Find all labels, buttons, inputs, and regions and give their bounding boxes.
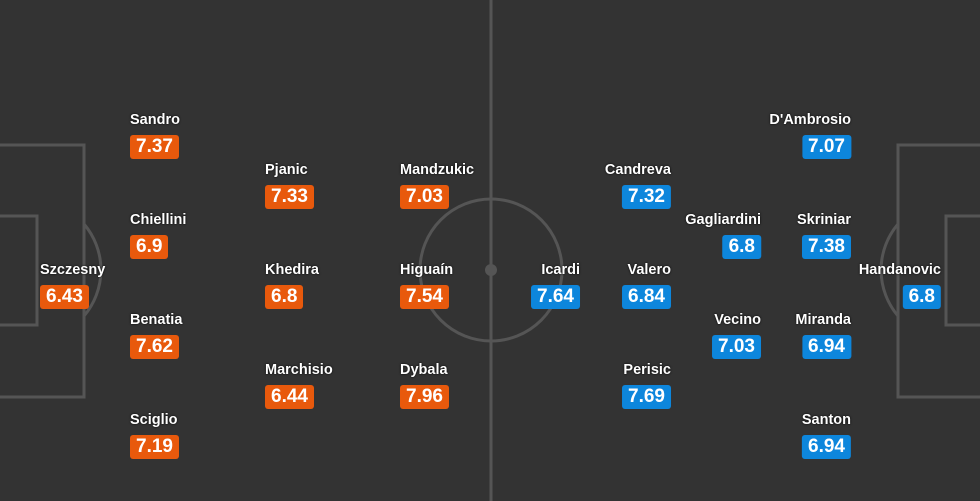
rating-badge: 7.62	[130, 335, 179, 359]
player-home[interactable]: Sandro 7.37	[130, 112, 180, 159]
player-home[interactable]: Mandzukic 7.03	[400, 162, 474, 209]
rating-badge: 6.8	[902, 285, 941, 309]
player-name: Miranda	[795, 312, 851, 328]
player-name: Handanovic	[858, 262, 941, 278]
player-name: Mandzukic	[400, 162, 475, 178]
player-name: Valero	[627, 262, 671, 278]
player-name: Sciglio	[130, 412, 178, 428]
rating-badge: 7.03	[400, 185, 449, 209]
player-name: Candreva	[604, 162, 671, 178]
player-away[interactable]: Valero 6.84	[622, 262, 671, 309]
player-away[interactable]: Santon 6.94	[802, 412, 851, 459]
player-home[interactable]: Benatia 7.62	[130, 312, 182, 359]
left-penalty-box	[0, 143, 86, 399]
right-goal-area	[944, 214, 980, 327]
player-away[interactable]: Candreva 7.32	[605, 162, 671, 209]
player-name: Perisic	[623, 362, 671, 378]
left-penalty-arc	[82, 223, 103, 317]
player-away[interactable]: Gagliardini 6.8	[685, 212, 761, 259]
rating-badge: 6.84	[622, 285, 671, 309]
center-spot	[485, 264, 497, 276]
player-home[interactable]: Sciglio 7.19	[130, 412, 179, 459]
rating-badge: 6.8	[722, 235, 761, 259]
player-name: Marchisio	[265, 362, 333, 378]
rating-badge: 7.64	[531, 285, 580, 309]
player-home[interactable]: Dybala 7.96	[400, 362, 449, 409]
left-goal-area	[0, 214, 39, 327]
rating-badge: 7.54	[400, 285, 449, 309]
center-circle	[418, 197, 564, 343]
player-name: Pjanic	[265, 162, 308, 178]
player-name: Higuaín	[400, 262, 454, 278]
player-name: Khedira	[265, 262, 319, 278]
player-name: Icardi	[541, 262, 580, 278]
rating-badge: 7.69	[622, 385, 671, 409]
right-penalty-box	[896, 143, 980, 399]
right-penalty-arc	[879, 223, 900, 317]
player-home[interactable]: Marchisio 6.44	[265, 362, 333, 409]
player-name: Chiellini	[130, 212, 187, 228]
player-home[interactable]: Pjanic 7.33	[265, 162, 314, 209]
rating-badge: 6.8	[265, 285, 304, 309]
player-name: Santon	[801, 412, 851, 428]
rating-badge: 6.43	[40, 285, 89, 309]
player-name: Szczesny	[40, 262, 106, 278]
rating-badge: 7.38	[802, 235, 851, 259]
rating-badge: 7.96	[400, 385, 449, 409]
player-away[interactable]: Perisic 7.69	[622, 362, 671, 409]
player-name: Sandro	[130, 112, 180, 128]
player-away[interactable]: Vecino 7.03	[712, 312, 761, 359]
player-name: Vecino	[714, 312, 761, 328]
rating-badge: 7.32	[622, 185, 671, 209]
player-away[interactable]: Miranda 6.94	[795, 312, 851, 359]
rating-badge: 7.37	[130, 135, 179, 159]
player-name: Skriniar	[797, 212, 851, 228]
rating-badge: 6.9	[130, 235, 169, 259]
rating-badge: 6.44	[265, 385, 314, 409]
player-name: Gagliardini	[685, 212, 761, 228]
rating-badge: 7.03	[712, 335, 761, 359]
player-home[interactable]: Khedira 6.8	[265, 262, 319, 309]
rating-badge: 6.94	[802, 335, 851, 359]
player-name: D'Ambrosio	[769, 112, 851, 128]
player-home[interactable]: Szczesny 6.43	[40, 262, 105, 309]
rating-badge: 6.94	[802, 435, 851, 459]
rating-badge: 7.19	[130, 435, 179, 459]
player-away[interactable]: D'Ambrosio 7.07	[769, 112, 851, 159]
player-away[interactable]: Icardi 7.64	[531, 262, 580, 309]
player-home[interactable]: Chiellini 6.9	[130, 212, 186, 259]
rating-badge: 7.33	[265, 185, 314, 209]
player-home[interactable]: Higuaín 7.54	[400, 262, 453, 309]
player-name: Dybala	[400, 362, 448, 378]
player-away[interactable]: Handanovic 6.8	[859, 262, 941, 309]
player-away[interactable]: Skriniar 7.38	[797, 212, 851, 259]
player-name: Benatia	[130, 312, 183, 328]
rating-badge: 7.07	[802, 135, 851, 159]
